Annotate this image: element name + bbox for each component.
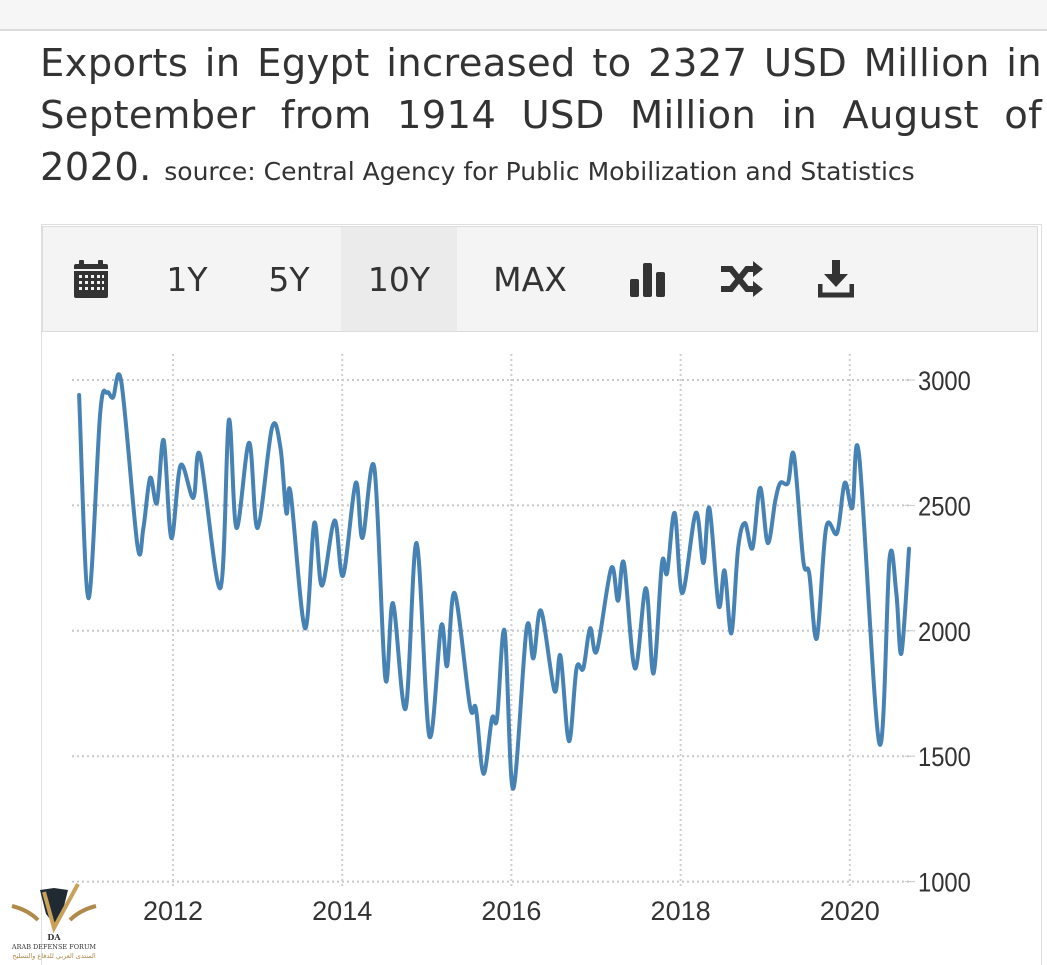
watermark-logo: DA ARAB DEFENSE FORUM المنتدى العربي للد… xyxy=(4,880,104,960)
exports-line-chart: 3000 2500 2000 1500 1000 2012 2014 2016 2018 202… xyxy=(0,334,1047,962)
x-tick-label: 2016 xyxy=(481,896,541,926)
exports-series-line xyxy=(79,374,909,789)
download-icon xyxy=(818,260,854,298)
y-tick-label: 3000 xyxy=(918,367,971,397)
chart-toolbar: 1Y 5Y 10Y MAX xyxy=(42,226,1038,332)
y-tick-label: 1500 xyxy=(918,743,971,773)
range-max-button[interactable]: MAX xyxy=(475,227,585,331)
calendar-icon xyxy=(74,260,108,298)
x-tick-label: 2018 xyxy=(651,896,711,926)
y-tick-label: 1000 xyxy=(918,868,971,898)
chart-type-button[interactable] xyxy=(613,227,683,331)
y-axis: 3000 2500 2000 1500 1000 xyxy=(905,367,971,898)
headline: Exports in Egypt increased to 2327 USD M… xyxy=(40,38,1042,198)
svg-text:ARAB DEFENSE FORUM: ARAB DEFENSE FORUM xyxy=(11,943,96,951)
source-text: source: Central Agency for Public Mobili… xyxy=(164,157,914,186)
svg-text:المنتدى العربي للدفاع والتسليح: المنتدى العربي للدفاع والتسليح xyxy=(12,952,96,960)
data-points xyxy=(79,382,909,788)
gridlines xyxy=(72,354,912,886)
x-tick-label: 2020 xyxy=(820,896,880,926)
compare-button[interactable] xyxy=(707,227,777,331)
shuffle-icon xyxy=(719,261,765,297)
range-5y-button[interactable]: 5Y xyxy=(249,227,329,331)
range-1y-button[interactable]: 1Y xyxy=(147,227,227,331)
bar-chart-icon xyxy=(630,261,666,297)
y-tick-label: 2500 xyxy=(918,492,971,522)
top-bar xyxy=(0,0,1047,31)
x-tick-label: 2012 xyxy=(143,896,203,926)
svg-text:DA: DA xyxy=(47,932,61,942)
calendar-button[interactable] xyxy=(51,227,131,331)
x-tick-label: 2014 xyxy=(312,896,372,926)
download-button[interactable] xyxy=(801,227,871,331)
arab-defense-forum-logo: DA ARAB DEFENSE FORUM المنتدى العربي للد… xyxy=(4,880,104,960)
y-tick-label: 2000 xyxy=(918,617,971,647)
x-axis: 2012 2014 2016 2018 2020 xyxy=(143,896,880,926)
range-10y-button[interactable]: 10Y xyxy=(341,227,457,331)
